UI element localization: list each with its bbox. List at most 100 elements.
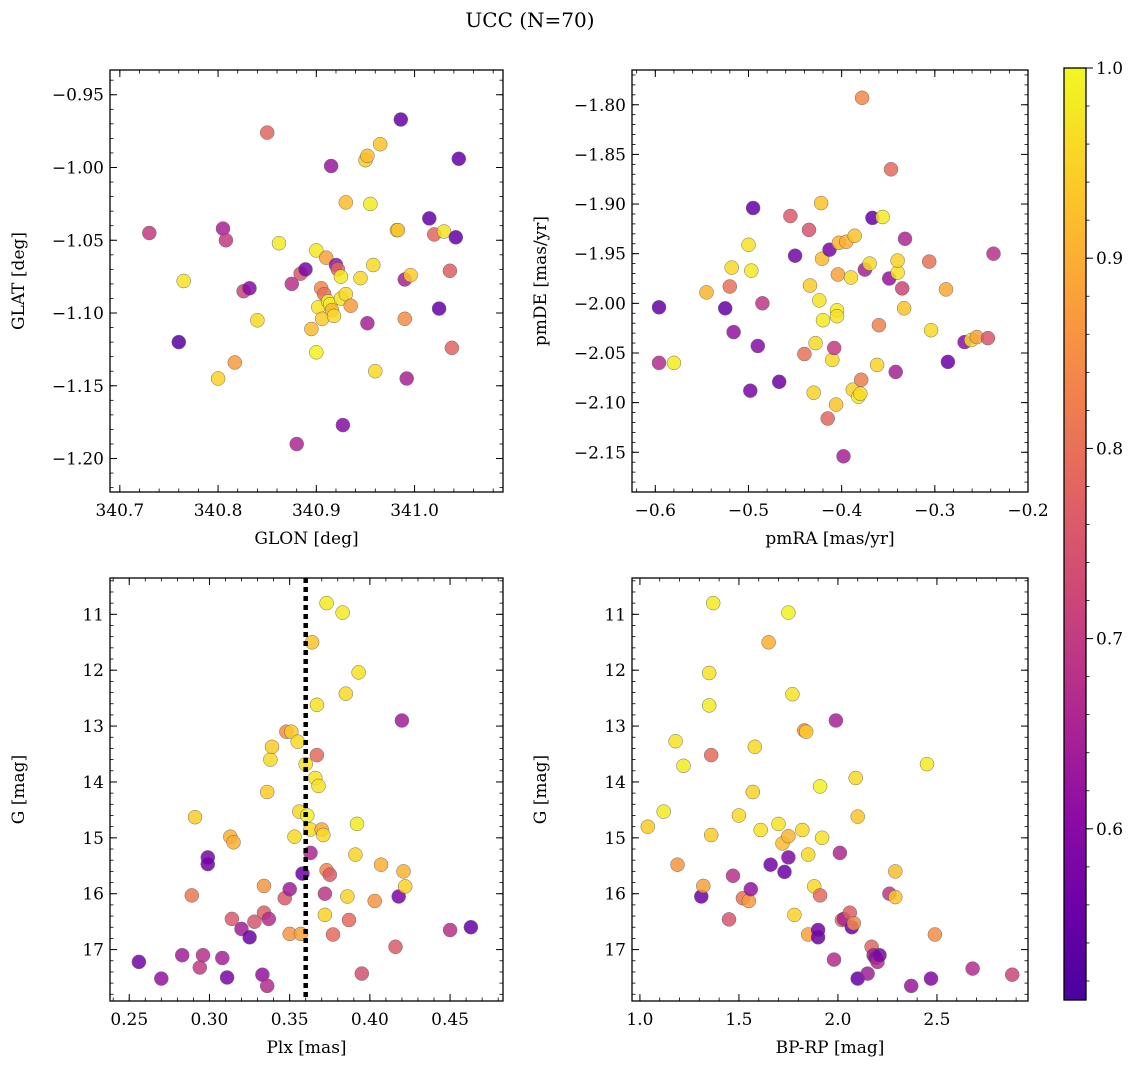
data-point: [349, 816, 365, 832]
y-tick-label: 14: [82, 773, 104, 793]
data-point: [444, 340, 460, 356]
y-tick-label: 17: [82, 941, 104, 961]
y-tick-label: −1.90: [574, 195, 626, 215]
data-point: [705, 595, 721, 611]
data-point: [919, 756, 935, 772]
data-point: [781, 828, 796, 844]
data-point: [259, 978, 275, 994]
data-point: [354, 966, 370, 981]
data-point: [397, 311, 413, 327]
data-point: [854, 90, 870, 106]
data-point: [335, 605, 350, 620]
scatter-panel-2: −0.6 −0.5 −0.4 −0.3 −0.2 −1.80 −1.85 −1.90 −1.95…: [531, 69, 1049, 549]
data-point: [755, 296, 770, 311]
data-point: [830, 267, 846, 282]
data-point: [131, 954, 147, 970]
y-tick-label: −1.95: [574, 245, 626, 265]
data-point: [226, 835, 241, 850]
data-point: [282, 881, 297, 897]
data-point: [171, 334, 187, 350]
data-point: [393, 112, 409, 127]
data-point: [869, 357, 885, 373]
data-point: [287, 829, 302, 844]
colorbar-tick-label: 0.6: [1096, 820, 1123, 840]
x-axis-label: BP-RP [mag]: [776, 1038, 885, 1058]
data-point: [372, 136, 388, 152]
x-tick-label: 340.9: [292, 501, 341, 521]
x-tick-label: 0.30: [191, 1010, 229, 1030]
figure-title: UCC (N=70): [465, 8, 594, 32]
y-tick-label: −1.85: [574, 145, 626, 165]
data-point: [309, 345, 324, 360]
data-point: [290, 734, 305, 749]
data-point: [174, 947, 190, 963]
data-point: [184, 888, 200, 903]
data-point: [825, 352, 840, 368]
data-point: [777, 864, 792, 880]
y-tick-label: −2.15: [574, 443, 626, 463]
data-point: [703, 747, 719, 763]
data-point: [938, 282, 954, 297]
data-point: [373, 857, 389, 872]
data-point: [311, 778, 326, 794]
points: [142, 112, 467, 452]
data-point: [448, 230, 464, 245]
data-point: [263, 752, 278, 767]
data-point: [396, 864, 411, 879]
data-point: [271, 235, 287, 251]
data-point: [781, 605, 796, 620]
x-axis-label: GLON [deg]: [254, 529, 358, 549]
data-point: [224, 911, 240, 927]
data-point: [670, 857, 685, 872]
scatter-panel-4: 1.0 1.5 2.0 2.5 11 12 13 14 15 16 17 BP-RP [mag] G […: [531, 577, 1029, 1058]
y-tick-label: −1.80: [574, 96, 626, 116]
data-point: [261, 911, 277, 927]
data-point: [771, 374, 787, 390]
data-point: [360, 315, 375, 331]
data-point: [219, 970, 235, 985]
data-point: [397, 879, 413, 894]
data-point: [154, 971, 169, 986]
data-point: [390, 222, 406, 238]
y-tick-label: 14: [604, 773, 626, 793]
y-tick-label: 15: [82, 829, 104, 849]
data-point: [431, 301, 447, 316]
data-point: [940, 354, 956, 370]
y-tick-label: −2.10: [574, 394, 626, 414]
data-point: [890, 253, 905, 268]
data-point: [317, 886, 333, 901]
data-point: [783, 208, 798, 224]
data-point: [367, 893, 382, 909]
data-point: [745, 784, 761, 800]
data-point: [741, 237, 756, 253]
points: [651, 90, 1001, 464]
data-point: [725, 868, 741, 884]
data-point: [309, 243, 324, 258]
y-tick-label: 12: [82, 661, 104, 681]
data-point: [894, 281, 910, 296]
data-point: [927, 927, 943, 942]
data-point: [812, 779, 828, 794]
data-point: [218, 233, 234, 248]
data-point: [724, 260, 739, 275]
data-point: [676, 758, 691, 774]
data-point: [200, 856, 216, 872]
y-tick-label: −1.05: [52, 231, 104, 251]
data-point: [259, 125, 275, 140]
data-point: [656, 804, 671, 819]
data-point: [289, 436, 304, 452]
data-point: [699, 285, 714, 300]
data-point: [463, 919, 479, 935]
data-point: [753, 822, 768, 838]
data-point: [787, 907, 802, 923]
data-point: [368, 363, 383, 379]
axes-frame: [109, 69, 504, 493]
data-point: [195, 947, 211, 963]
data-point: [242, 930, 257, 945]
y-axis-label: GLAT [deg]: [9, 232, 29, 330]
data-point: [815, 312, 831, 328]
data-point: [731, 808, 747, 823]
data-point: [341, 912, 357, 928]
data-point: [743, 383, 758, 398]
